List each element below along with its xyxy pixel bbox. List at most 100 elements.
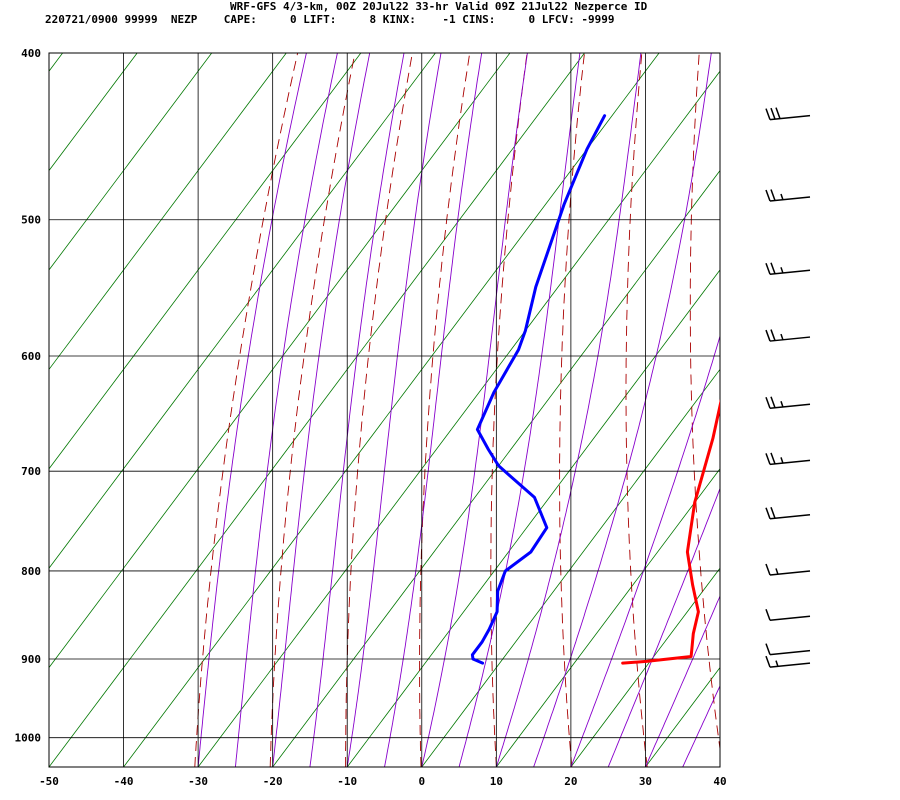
moist-adiabat-line [719,765,720,767]
dry-adiabat-line [490,53,528,767]
wind-barb-staff [769,269,811,276]
x-tick-label: -40 [114,775,134,788]
y-tick-label: 1000 [15,732,42,745]
y-tick-label: 800 [21,565,41,578]
x-tick-label: 40 [713,775,726,788]
isotherm-line [49,53,362,470]
wind-barb-staff [769,336,811,342]
dry-adiabat-line [419,53,471,767]
moist-adiabat-line [570,334,720,767]
x-tick-label: -20 [263,775,283,788]
wind-barb-staff [769,459,811,466]
chart-subtitle: 220721/0900 99999 NEZP CAPE: 0 LIFT: 8 K… [45,13,615,26]
wind-barb [765,655,811,668]
wind-barb-full [770,506,776,519]
dry-adiabat-line [813,53,874,767]
dewpoint-trace [470,114,607,665]
y-tick-label: 400 [21,47,41,60]
x-tick-label: 0 [418,775,425,788]
wind-barb [765,396,811,409]
wind-barb-full [765,608,771,621]
wind-barb-staff [769,615,811,621]
wind-barb-half [780,400,784,408]
isotherm-line [719,766,720,767]
dry-adiabat-line [625,53,648,767]
wind-barb-staff [769,196,811,202]
isotherm-line [49,53,511,669]
wind-barb-staff [769,403,811,409]
isotherm-line [49,53,436,569]
wind-barb-staff [769,662,811,668]
wind-barb-half [780,267,784,274]
wind-barb-full [765,643,771,655]
wind-barb-full [765,189,771,202]
isotherm-line [49,53,585,767]
x-tick-label: 10 [490,775,503,788]
isotherm-line [197,70,720,767]
wind-barb-half [775,660,779,667]
moist-adiabat-line [272,53,371,767]
wind-barb-staff [769,649,811,656]
wind-barb-full [770,452,776,465]
wind-barb [765,452,811,466]
isotherm-line [49,53,213,271]
moist-adiabat-line [682,684,720,767]
moist-adiabat-line [458,53,581,767]
wind-barb-full [770,396,776,408]
y-tick-label: 900 [21,653,41,666]
isotherm-line [421,368,720,767]
wind-barb-full [770,329,776,341]
isotherm-line [496,468,720,767]
wind-barb-staff [769,570,811,576]
wind-barb-full [765,329,771,342]
x-tick-label: 20 [564,775,577,788]
dry-adiabat-line [194,53,299,767]
wind-barb-full [770,107,776,120]
x-tick-label: -30 [188,775,208,788]
wind-barb-full [765,655,771,668]
wind-barb [765,563,811,576]
moist-adiabat-line [309,53,405,767]
moist-adiabat-line [421,53,528,767]
wind-barb-full [765,507,771,519]
wind-barb [765,107,811,121]
wind-barb [765,506,811,520]
moist-adiabat-line [234,53,338,767]
chart-title: WRF-GFS 4/3-km, 00Z 20Jul22 33-hr Valid … [230,0,648,13]
moist-adiabat-line [644,594,720,767]
wind-barb-staff [769,114,811,121]
x-tick-label: -50 [39,775,59,788]
moist-adiabat-line [607,487,720,767]
x-tick-label: 30 [639,775,652,788]
dry-adiabat-line [871,53,900,767]
moist-adiabat-line [197,53,307,767]
dry-adiabat-line [345,53,413,767]
wind-barb-full [770,189,776,201]
isotherm-line [346,269,720,767]
wind-barb [765,329,811,342]
wind-barb [765,608,811,621]
x-tick-label: -10 [337,775,357,788]
wind-barbs [765,107,811,668]
y-tick-label: 600 [21,350,41,363]
plot-frame [48,52,721,768]
moist-adiabat-line [533,53,712,767]
wind-barb-half [780,333,784,341]
wind-barb-full [765,453,771,465]
moist-adiabat-line [495,53,642,767]
wind-barb-staff [769,513,811,520]
wind-barb-full [765,108,771,120]
temperature-trace [621,398,720,665]
wind-barb [765,643,811,656]
background-lines [49,53,900,767]
isotherm-line [645,666,720,767]
dry-adiabat-line [269,53,356,767]
wind-barb-full [770,262,776,275]
wind-barb-half [775,568,779,575]
moist-adiabat-line [346,53,442,767]
dry-adiabat-line [689,53,720,753]
isotherm-line [272,169,720,767]
dry-adiabat-line [559,53,585,767]
moist-adiabat-line [384,53,483,767]
